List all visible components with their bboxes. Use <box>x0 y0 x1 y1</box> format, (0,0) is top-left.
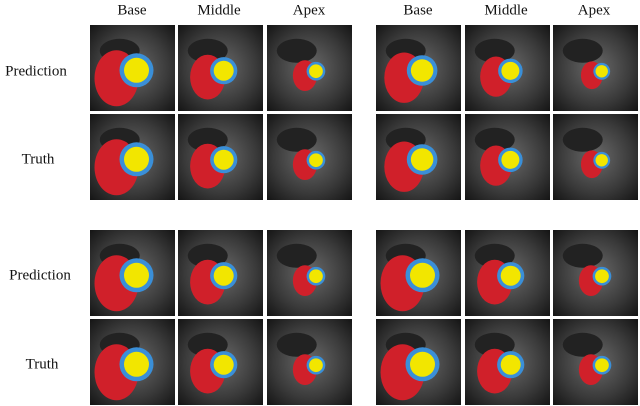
left-ventricle <box>595 358 609 373</box>
tissue <box>474 127 515 152</box>
tissue <box>187 38 228 63</box>
column-header: Apex <box>578 2 611 18</box>
left-ventricle <box>501 61 520 80</box>
tissue <box>187 243 228 268</box>
tissue <box>474 243 515 268</box>
row-label: Prediction <box>5 63 67 79</box>
left-ventricle <box>124 146 149 172</box>
tissue <box>187 127 228 152</box>
left-ventricle <box>595 154 608 167</box>
tissue <box>276 332 317 357</box>
image-panels <box>90 25 638 405</box>
tissue <box>562 332 603 357</box>
left-ventricle <box>124 351 149 377</box>
tissue <box>562 127 603 152</box>
left-ventricle <box>309 153 323 168</box>
tissue <box>276 38 317 63</box>
left-ventricle <box>124 262 149 288</box>
left-ventricle <box>213 149 234 170</box>
left-ventricle <box>213 354 234 375</box>
tissue <box>276 127 317 152</box>
left-ventricle <box>410 262 435 288</box>
tissue <box>562 243 603 268</box>
left-ventricle <box>309 358 323 373</box>
left-ventricle <box>309 269 323 284</box>
column-header: Base <box>403 2 433 18</box>
left-ventricle <box>595 65 608 78</box>
left-ventricle <box>410 351 435 377</box>
row-label: Truth <box>26 356 59 372</box>
row-label: Prediction <box>9 267 71 283</box>
tissue <box>187 332 228 357</box>
tissue <box>474 332 515 357</box>
left-ventricle <box>500 265 521 286</box>
column-header: Middle <box>197 2 241 18</box>
left-ventricle <box>309 64 323 79</box>
column-header: Middle <box>484 2 528 18</box>
left-ventricle <box>501 150 520 169</box>
row-label: Truth <box>22 151 55 167</box>
left-ventricle <box>124 57 149 83</box>
left-ventricle <box>410 148 434 171</box>
column-header: Base <box>117 2 147 18</box>
left-ventricle <box>500 354 521 375</box>
left-ventricle <box>213 60 234 81</box>
left-ventricle <box>213 265 234 286</box>
tissue <box>474 38 515 63</box>
left-ventricle <box>410 59 434 82</box>
column-header: Apex <box>293 2 326 18</box>
left-ventricle <box>595 269 609 284</box>
tissue <box>562 38 603 63</box>
tissue <box>276 243 317 268</box>
